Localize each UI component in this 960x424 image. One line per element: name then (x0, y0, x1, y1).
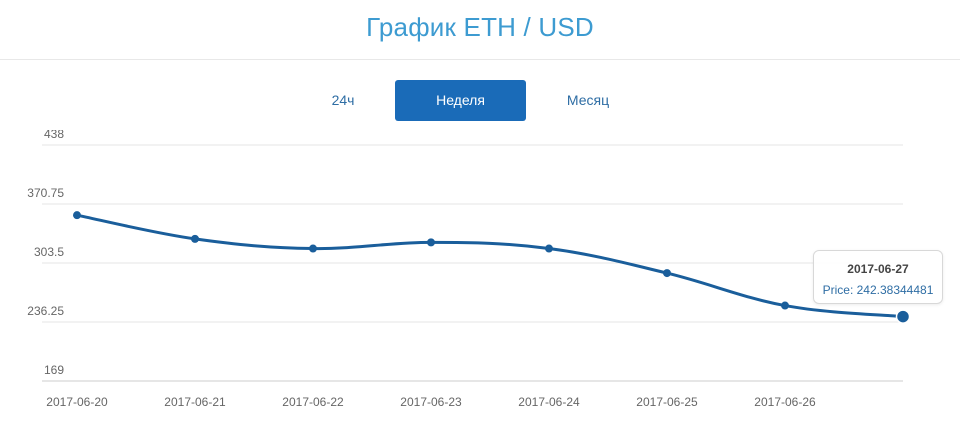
x-tick-label: 2017-06-26 (754, 395, 816, 409)
data-point[interactable] (663, 269, 671, 278)
y-tick-label: 236.25 (27, 304, 64, 318)
x-tick-label: 2017-06-25 (636, 395, 698, 409)
period-tabs: 24ч Неделя Месяц (0, 80, 960, 121)
x-tick-label: 2017-06-22 (282, 395, 344, 409)
price-tooltip: 2017-06-27 Price: 242.38344481 (813, 250, 943, 304)
data-point-highlighted[interactable] (895, 309, 911, 324)
tab-24h[interactable]: 24ч (331, 92, 355, 108)
x-tick-label: 2017-06-23 (400, 395, 462, 409)
y-tick-label: 169 (44, 363, 64, 377)
data-point[interactable] (73, 211, 81, 220)
tooltip-price: Price: 242.38344481 (822, 283, 934, 297)
x-tick-label: 2017-06-20 (46, 395, 108, 409)
data-point[interactable] (545, 244, 553, 253)
tab-week[interactable]: Неделя (395, 80, 526, 121)
data-point[interactable] (191, 234, 199, 243)
tab-month[interactable]: Месяц (566, 92, 610, 108)
x-tick-label: 2017-06-21 (164, 395, 226, 409)
y-tick-label: 303.5 (34, 245, 64, 259)
data-point[interactable] (427, 238, 435, 247)
y-tick-label: 438 (44, 130, 64, 141)
data-point[interactable] (781, 301, 789, 310)
x-tick-label: 2017-06-24 (518, 395, 580, 409)
tooltip-date: 2017-06-27 (847, 262, 909, 276)
y-tick-label: 370.75 (27, 186, 64, 200)
series-line-price (75, 213, 905, 319)
data-point[interactable] (309, 244, 317, 253)
series-points (73, 211, 911, 324)
x-axis-labels: 2017-06-20 2017-06-21 2017-06-22 2017-06-23… (46, 395, 816, 409)
price-chart: 169 236.25 303.5 370.75 438 2017-06-20 2017-0… (0, 130, 960, 424)
grid-layer (42, 144, 903, 382)
title-divider (0, 59, 960, 60)
page-title: График ETH / USD (366, 12, 594, 42)
y-axis-labels: 169 236.25 303.5 370.75 438 (27, 130, 64, 377)
